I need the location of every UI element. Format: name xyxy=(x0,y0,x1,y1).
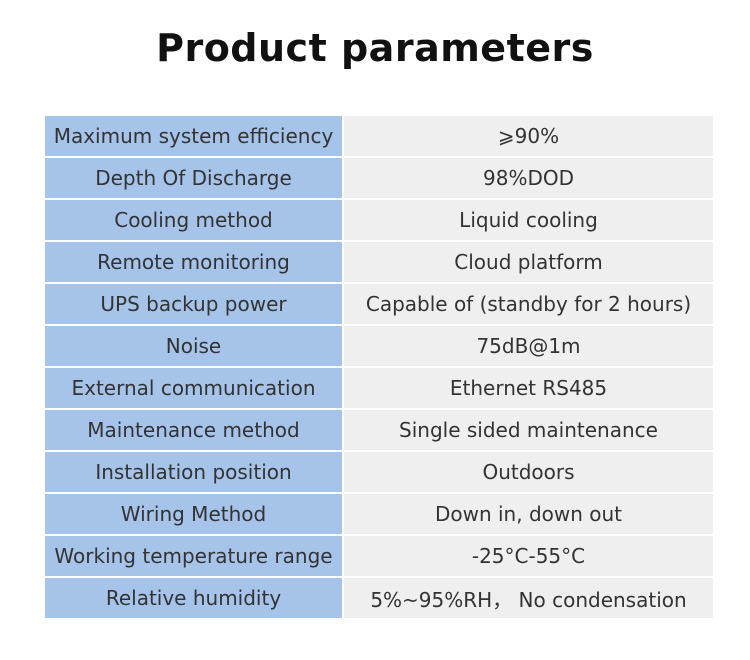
parameter-value: 5%~95%RH， No condensation xyxy=(344,578,713,618)
parameter-value: Cloud platform xyxy=(344,242,713,282)
table-row: Depth Of Discharge 98%DOD xyxy=(45,158,713,198)
parameter-value: -25°C-55°C xyxy=(344,536,713,576)
table-row: UPS backup power Capable of (standby for … xyxy=(45,284,713,324)
parameter-name: Noise xyxy=(45,326,342,366)
table-row: Remote monitoring Cloud platform xyxy=(45,242,713,282)
parameter-name: Relative humidity xyxy=(45,578,342,618)
parameter-value: Down in, down out xyxy=(344,494,713,534)
table-row: Maintenance method Single sided maintenan… xyxy=(45,410,713,450)
parameter-name: Wiring Method xyxy=(45,494,342,534)
parameter-value: Ethernet RS485 xyxy=(344,368,713,408)
parameter-name: Maximum system efficiency xyxy=(45,116,342,156)
parameter-table: Maximum system efficiency ⩾90% Depth Of Di… xyxy=(45,116,713,620)
parameter-value: 75dB@1m xyxy=(344,326,713,366)
parameter-name: Depth Of Discharge xyxy=(45,158,342,198)
parameter-name: Installation position xyxy=(45,452,342,492)
table-row: Noise 75dB@1m xyxy=(45,326,713,366)
parameter-value: 98%DOD xyxy=(344,158,713,198)
table-row: External communication Ethernet RS485 xyxy=(45,368,713,408)
parameter-name: Remote monitoring xyxy=(45,242,342,282)
parameter-value: Outdoors xyxy=(344,452,713,492)
parameter-name: UPS backup power xyxy=(45,284,342,324)
parameter-value: ⩾90% xyxy=(344,116,713,156)
parameter-name: Maintenance method xyxy=(45,410,342,450)
parameter-value: Capable of (standby for 2 hours) xyxy=(344,284,713,324)
table-row: Wiring Method Down in, down out xyxy=(45,494,713,534)
parameter-name: Working temperature range xyxy=(45,536,342,576)
title: Product parameters xyxy=(156,26,594,70)
parameter-name: External communication xyxy=(45,368,342,408)
table-row: Cooling method Liquid cooling xyxy=(45,200,713,240)
parameter-value: Liquid cooling xyxy=(344,200,713,240)
table-row: Relative humidity 5%~95%RH， No condensati… xyxy=(45,578,713,618)
table-row: Installation position Outdoors xyxy=(45,452,713,492)
parameter-value: Single sided maintenance xyxy=(344,410,713,450)
table-row: Working temperature range -25°C-55°C xyxy=(45,536,713,576)
table-row: Maximum system efficiency ⩾90% xyxy=(45,116,713,156)
parameter-name: Cooling method xyxy=(45,200,342,240)
